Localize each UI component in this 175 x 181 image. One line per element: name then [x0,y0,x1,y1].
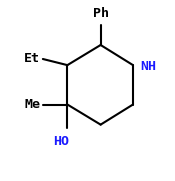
Text: Ph: Ph [93,7,109,20]
Text: HO: HO [53,135,69,148]
Text: Me: Me [24,98,40,111]
Text: Et: Et [24,52,40,65]
Text: NH: NH [140,60,156,73]
